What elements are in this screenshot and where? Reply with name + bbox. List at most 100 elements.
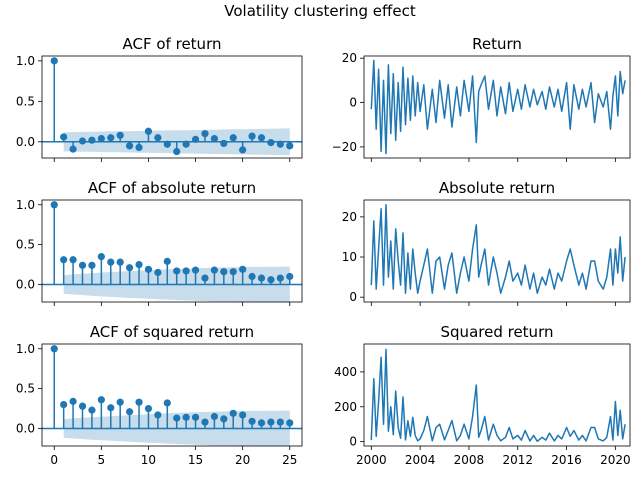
panel-title-absolute-return: Absolute return xyxy=(439,179,555,197)
acf-marker xyxy=(116,131,124,139)
figure-suptitle: Volatility clustering effect xyxy=(224,2,416,20)
x-tick-label: 25 xyxy=(282,453,297,467)
panel-acf-return: ACF of return 1.0 0.5 0.0 xyxy=(16,35,303,162)
y-tick-label: 1.0 xyxy=(16,198,35,212)
acf-marker xyxy=(78,402,87,410)
acf-marker xyxy=(78,261,87,269)
acf-marker xyxy=(116,398,124,406)
plot-area xyxy=(370,348,626,443)
acf-marker xyxy=(257,419,266,427)
x-tick-label: 2020 xyxy=(600,453,631,467)
acf-marker xyxy=(126,264,134,272)
plot-area xyxy=(42,57,302,156)
x-tick-label: 10 xyxy=(141,453,156,467)
acf-marker xyxy=(173,414,181,422)
acf-marker xyxy=(126,408,134,416)
acf-marker xyxy=(286,142,294,150)
acf-marker xyxy=(248,417,256,425)
panel-absolute-return: Absolute return 20 10 0 xyxy=(342,179,631,306)
y-tick-label: 0.0 xyxy=(16,421,35,435)
plot-area xyxy=(370,204,626,294)
acf-marker xyxy=(97,396,105,404)
y-tick-label: 0.5 xyxy=(16,94,35,108)
plot-area xyxy=(370,59,626,155)
acf-marker xyxy=(60,400,68,409)
y-tick-label: 0.5 xyxy=(16,382,35,396)
acf-marker xyxy=(78,137,87,145)
axes-frame xyxy=(41,199,303,303)
acf-marker xyxy=(182,267,190,275)
acf-marker xyxy=(286,419,294,427)
acf-marker xyxy=(69,145,77,153)
acf-marker xyxy=(182,413,190,421)
acf-marker xyxy=(201,130,209,138)
acf-marker xyxy=(69,397,77,405)
y-tick-label: 200 xyxy=(334,400,357,414)
acf-marker xyxy=(276,418,284,426)
acf-marker xyxy=(135,398,143,406)
acf-marker xyxy=(154,411,162,419)
acf-marker xyxy=(50,57,58,65)
panel-return: Return 20 0 −20 xyxy=(332,35,631,162)
acf-marker xyxy=(210,412,218,421)
acf-marker xyxy=(257,274,266,282)
panel-acf-absolute-return: ACF of absolute return 1.0 0.5 0.0 xyxy=(16,179,303,306)
acf-marker xyxy=(182,140,190,148)
acf-marker xyxy=(173,267,181,275)
x-tick-label: 0 xyxy=(50,453,58,467)
acf-marker xyxy=(257,134,266,142)
y-tick-label: 1.0 xyxy=(16,54,35,68)
acf-marker xyxy=(220,268,228,276)
acf-marker xyxy=(191,266,200,274)
x-tick-label: 20 xyxy=(235,453,250,467)
x-tick-label: 2016 xyxy=(551,453,582,467)
acf-marker xyxy=(239,265,247,273)
series-line xyxy=(370,59,626,155)
acf-marker xyxy=(210,134,218,143)
y-tick-label: 20 xyxy=(342,210,357,224)
acf-marker xyxy=(229,409,237,417)
acf-marker xyxy=(163,257,171,265)
acf-marker xyxy=(191,413,200,421)
acf-marker xyxy=(220,415,228,423)
acf-marker xyxy=(60,133,68,141)
acf-marker xyxy=(248,272,256,281)
acf-marker xyxy=(50,345,58,353)
y-tick-label: 0 xyxy=(349,290,357,304)
acf-marker xyxy=(135,143,143,152)
acf-marker xyxy=(97,134,105,143)
acf-marker xyxy=(88,406,96,414)
series-line xyxy=(370,204,626,294)
acf-marker xyxy=(50,201,58,209)
y-tick-label: 400 xyxy=(334,365,357,379)
y-tick-label: −20 xyxy=(332,140,357,154)
series-line xyxy=(370,348,626,443)
acf-marker xyxy=(69,256,77,264)
acf-marker xyxy=(239,411,247,419)
axes-frame xyxy=(363,343,631,447)
acf-marker xyxy=(267,418,275,426)
acf-marker xyxy=(144,127,153,135)
x-tick-label: 2008 xyxy=(454,453,485,467)
acf-marker xyxy=(229,134,237,142)
panel-acf-squared-return: ACF of squared return 1.0 0.5 0.0 0 5 10 15 20 2… xyxy=(16,323,303,467)
acf-marker xyxy=(239,146,247,154)
acf-marker xyxy=(276,274,284,282)
acf-marker xyxy=(201,274,209,282)
axes-frame xyxy=(41,343,303,447)
acf-marker xyxy=(276,140,284,148)
x-tick-label: 5 xyxy=(98,453,106,467)
acf-marker xyxy=(163,399,171,407)
y-tick-label: 20 xyxy=(342,51,357,65)
plot-area xyxy=(42,345,302,447)
y-tick-label: 10 xyxy=(342,250,357,264)
acf-marker xyxy=(154,268,162,277)
acf-marker xyxy=(210,266,218,274)
acf-marker xyxy=(267,276,275,284)
acf-marker xyxy=(173,147,181,156)
y-tick-label: 1.0 xyxy=(16,342,35,356)
axes-frame xyxy=(41,55,303,159)
y-tick-label: 0 xyxy=(349,435,357,449)
